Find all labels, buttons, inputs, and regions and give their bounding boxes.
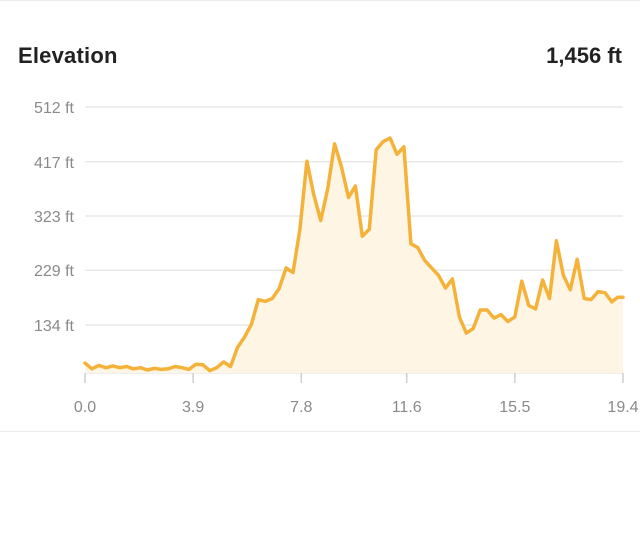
y-tick-label: 323 ft: [34, 209, 75, 226]
y-tick-label: 512 ft: [34, 100, 75, 117]
elevation-chart: 512 ft 417 ft 323 ft 229 ft 134 ft 0.0 3.9 7.8…: [34, 100, 639, 416]
x-axis-ticks: 0.0 3.9 7.8 11.6 15.5 19.4: [74, 373, 639, 416]
x-tick-label: 7.8: [290, 399, 312, 416]
x-tick-label: 15.5: [499, 399, 530, 416]
area-layer: [83, 136, 625, 373]
elevation-title: Elevation: [18, 43, 118, 68]
y-tick-label: 134 ft: [34, 318, 75, 335]
x-tick-label: 0.0: [74, 399, 96, 416]
y-axis-ticks: 512 ft 417 ft 323 ft 229 ft 134 ft: [34, 100, 75, 335]
y-tick-label: 229 ft: [34, 263, 75, 280]
y-tick-label: 417 ft: [34, 155, 75, 172]
x-tick-label: 19.4: [607, 399, 638, 416]
x-tick-label: 11.6: [392, 399, 422, 416]
elevation-header: Elevation 1,456 ft: [18, 41, 622, 71]
elevation-total: 1,456 ft: [546, 43, 622, 68]
elevation-card: Elevation 1,456 ft: [0, 0, 640, 432]
elevation-area-fill: [85, 138, 623, 373]
x-tick-label: 3.9: [182, 399, 204, 416]
